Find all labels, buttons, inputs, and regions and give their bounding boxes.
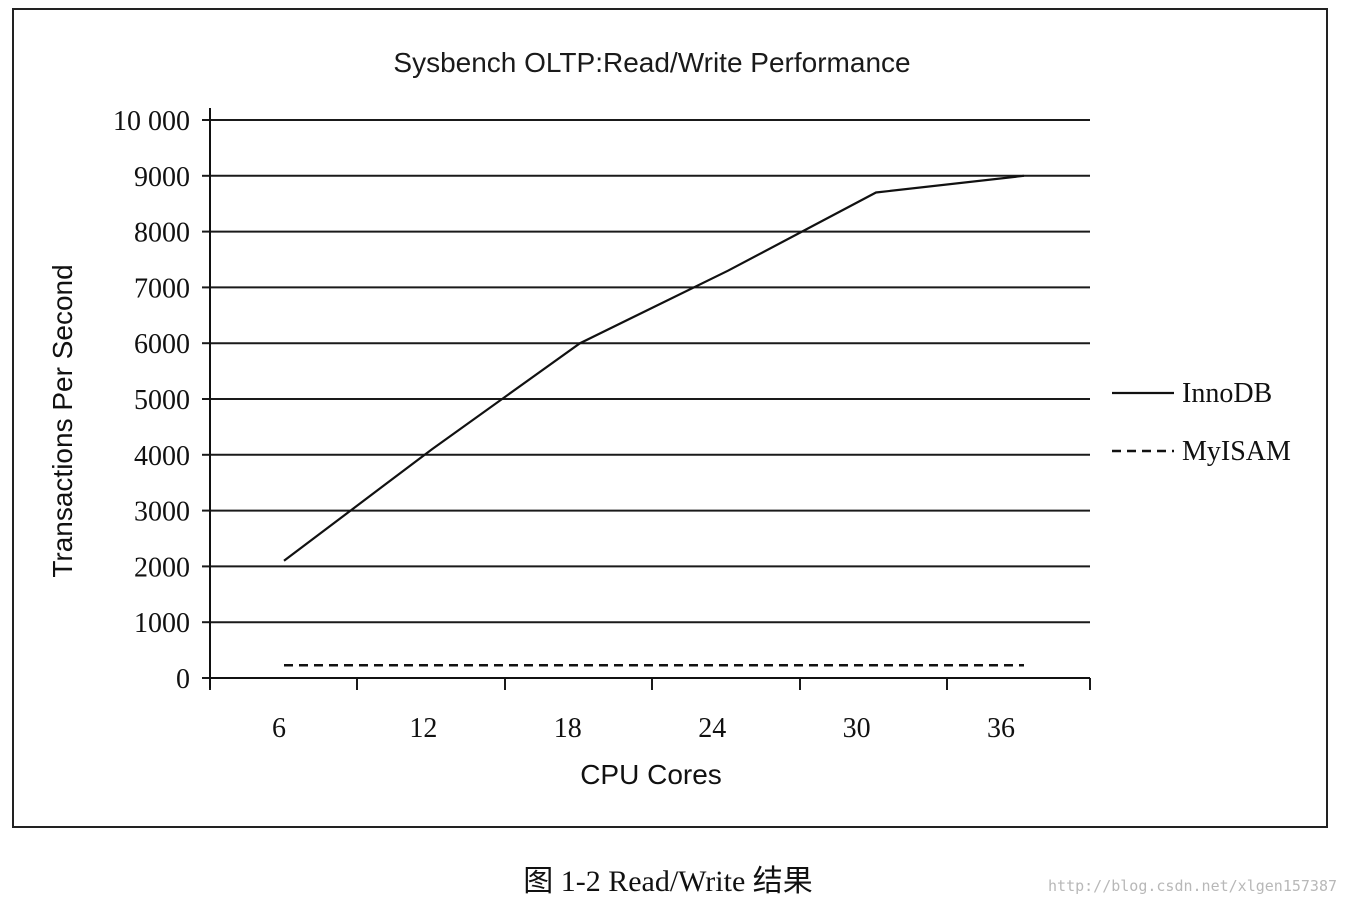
y-axis-title: Transactions Per Second (47, 264, 78, 577)
y-tick-label-3: 3000 (134, 497, 190, 528)
y-tick-label-10: 10 000 (113, 106, 190, 137)
x-tick-label-1: 12 (409, 713, 437, 744)
gridlines (210, 119, 1090, 624)
x-tick-label-3: 24 (698, 713, 726, 744)
x-tick-label-0: 6 (272, 713, 286, 744)
legend: InnoDB MyISAM (1112, 378, 1291, 467)
watermark-text: http://blog.csdn.net/xlgen157387 (1048, 877, 1337, 895)
x-tick-label-4: 30 (843, 713, 871, 744)
x-tick-label-2: 18 (554, 713, 582, 744)
series-line-innodb (283, 174, 1025, 562)
legend-label-innodb: InnoDB (1182, 378, 1272, 409)
figure-caption: 图 1-2 Read/Write 结果 (523, 865, 813, 898)
y-tick-label-9: 9000 (134, 162, 190, 193)
y-axis-ticks: 0 1000 2000 3000 4000 5000 6000 7000 8000 9000 10 … (113, 106, 210, 695)
legend-label-myisam: MyISAM (1182, 436, 1291, 467)
y-tick-label-7: 7000 (134, 273, 190, 304)
x-axis-title: CPU Cores (580, 759, 722, 790)
y-tick-label-6: 6000 (134, 329, 190, 360)
y-tick-label-8: 8000 (134, 218, 190, 249)
x-tick-label-5: 36 (987, 713, 1015, 744)
y-tick-label-5: 5000 (134, 385, 190, 416)
series-lines (283, 174, 1025, 667)
y-tick-label-1: 1000 (134, 608, 190, 639)
chart-title: Sysbench OLTP:Read/Write Performance (393, 47, 910, 78)
y-tick-label-2: 2000 (134, 552, 190, 583)
chart-frame (12, 8, 1328, 828)
y-tick-label-0: 0 (176, 664, 190, 695)
y-tick-label-4: 4000 (134, 441, 190, 472)
x-axis-ticks: 6 12 18 24 30 36 (209, 678, 1091, 744)
